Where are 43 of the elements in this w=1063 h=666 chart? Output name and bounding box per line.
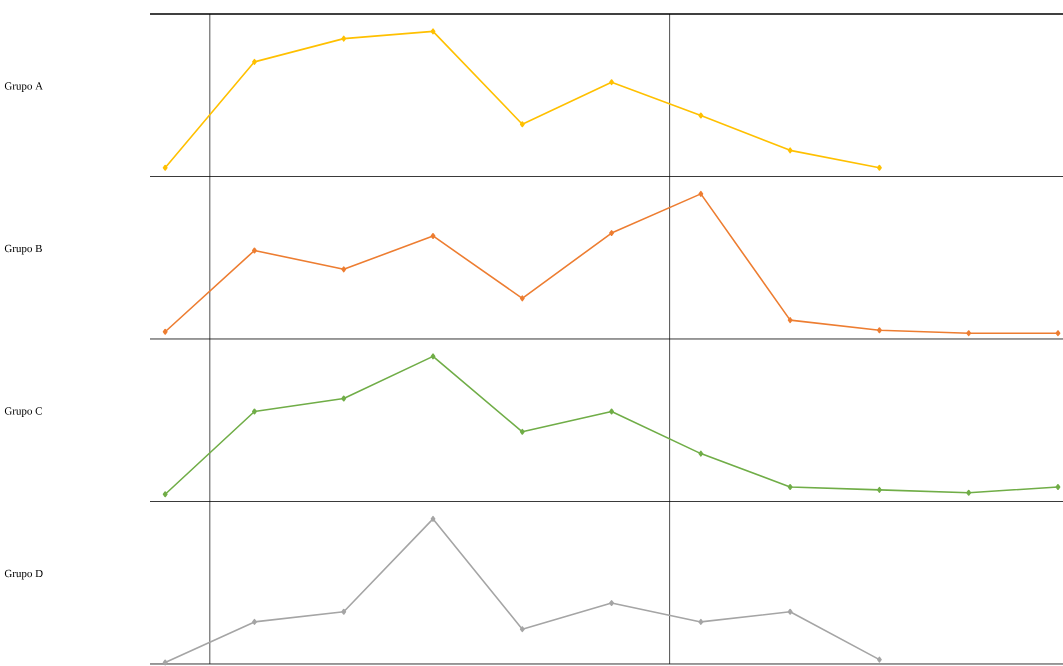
- point: [787, 483, 793, 490]
- point: [519, 121, 525, 128]
- point: [609, 600, 615, 607]
- y-axis-title: Grupo A: [4, 82, 43, 92]
- point: [966, 330, 972, 337]
- point: [430, 353, 436, 360]
- point: [787, 317, 793, 324]
- point: [341, 35, 347, 42]
- point: [252, 58, 257, 65]
- point: [162, 164, 168, 171]
- point: [698, 190, 704, 197]
- point: [787, 147, 793, 154]
- point: [519, 428, 525, 435]
- point: [609, 408, 615, 415]
- point: [252, 618, 257, 625]
- point: [1055, 483, 1061, 490]
- point: [876, 327, 882, 334]
- point: [876, 656, 882, 663]
- point: [966, 489, 972, 496]
- point: [162, 491, 168, 498]
- y-axis-title: Grupo B: [4, 244, 42, 255]
- point: [876, 486, 882, 493]
- point: [252, 247, 257, 254]
- point: [787, 608, 793, 615]
- point: [1055, 330, 1061, 337]
- point: [341, 395, 347, 402]
- point: [698, 112, 704, 119]
- y-axis-title: Grupo D: [4, 569, 43, 580]
- point: [252, 408, 257, 415]
- y-axis-title: Grupo C: [4, 407, 42, 417]
- point: [430, 515, 436, 522]
- point: [430, 232, 436, 239]
- point: [609, 79, 615, 86]
- point: [341, 266, 347, 273]
- point: [430, 28, 436, 35]
- point: [876, 164, 882, 171]
- point: [698, 618, 704, 625]
- point: [341, 608, 347, 615]
- point: [609, 230, 615, 237]
- point: [519, 626, 525, 633]
- point: [519, 295, 525, 302]
- point: [162, 328, 168, 335]
- point: [698, 450, 704, 457]
